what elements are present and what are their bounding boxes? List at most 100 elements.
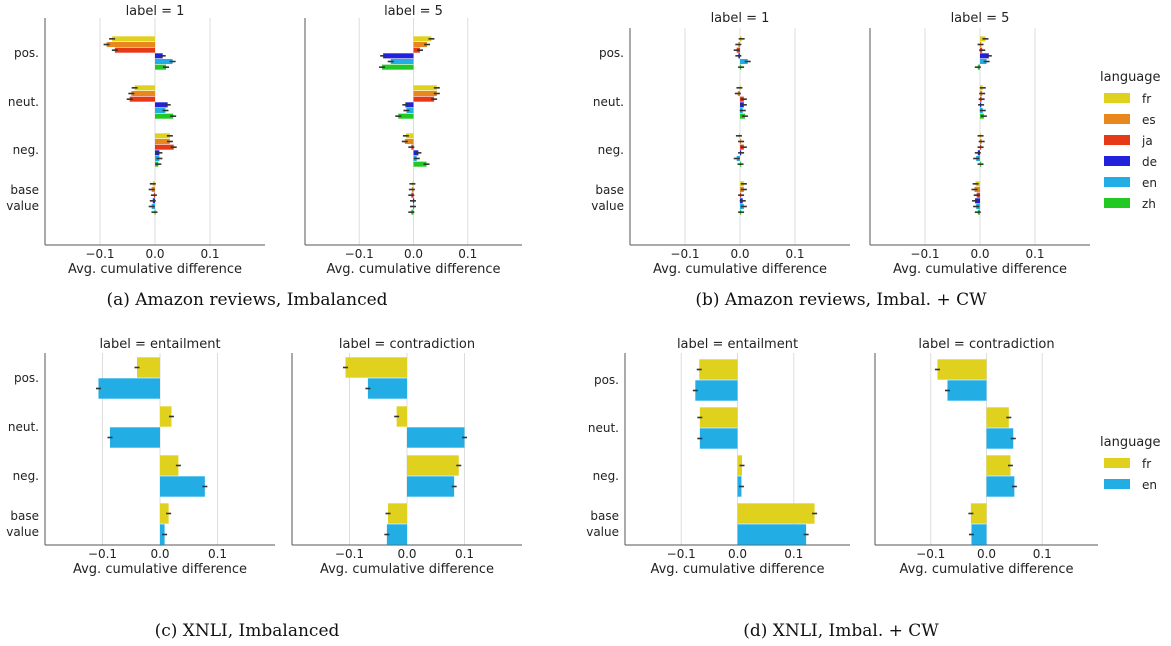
bar-en [390,58,414,65]
bar-fr [413,85,437,91]
category-label: value [6,199,39,213]
x-tick-label: 0.1 [785,247,804,261]
caption-b: (b) Amazon reviews, Imbal. + CW [695,290,987,310]
bar-zh [413,161,427,167]
bar-fr [155,133,170,139]
bar-zh [382,64,414,70]
bar-fr [986,455,1011,476]
x-tick-label: −0.1 [85,247,114,261]
bar-fr [737,503,815,524]
bar-fr [396,406,407,427]
bar-ja [413,96,435,102]
bar-es [131,90,155,97]
category-label: neut. [593,95,624,109]
category-label: neut. [588,421,619,435]
bar-de [383,53,414,59]
bar-en [737,524,807,545]
bar-es [155,138,170,145]
bar-es [404,138,414,145]
bar-fr [160,406,172,427]
category-label: pos. [599,46,624,60]
category-label: base [590,509,619,523]
legend-swatch-de [1104,156,1130,166]
caption-a: (a) Amazon reviews, Imbalanced [106,290,387,310]
x-tick-label: −0.1 [910,247,939,261]
bar-en [695,380,738,401]
bar-en [947,380,987,401]
legend-swatch-en [1104,479,1130,489]
panel-title: label = entailment [677,337,798,352]
bar-en [155,58,173,65]
bar-de [980,53,989,59]
panel-title: label = 1 [711,11,770,26]
legend-swatch-fr [1104,93,1130,103]
category-label: neg. [598,143,624,157]
bar-fr [413,36,432,42]
bar-fr [699,407,738,428]
x-tick-label: 0.1 [455,547,474,561]
legend-swatch-es [1104,114,1130,124]
x-tick-label: 0.0 [970,247,989,261]
bar-ja [155,144,174,150]
bar-fr [986,407,1009,428]
category-label: pos. [594,373,619,387]
bar-en [155,107,166,114]
legend-swatch-zh [1104,198,1130,208]
bar-zh [155,64,166,70]
legend-title: language [1100,70,1161,85]
bar-zh [398,113,414,119]
category-label: base [10,183,39,197]
bar-de [405,102,414,108]
bar-en [109,427,160,448]
bar-fr [345,357,407,378]
x-tick-label: 0.1 [208,547,227,561]
bar-es [106,41,155,48]
bar-fr [160,503,169,524]
x-tick-label: 0.0 [977,547,996,561]
x-axis-label: Avg. cumulative difference [899,562,1073,577]
category-label: pos. [14,46,39,60]
panel-title: label = contradiction [339,337,475,352]
x-axis-label: Avg. cumulative difference [653,262,827,277]
bar-en [971,524,987,545]
legend-label-zh: zh [1142,197,1156,211]
category-label: neut. [8,420,39,434]
panel-title: label = 5 [384,4,443,19]
bar-fr [137,357,160,378]
category-label: value [591,199,624,213]
x-tick-label: −0.1 [345,247,374,261]
bar-en [980,58,987,65]
legend-swatch-fr [1104,458,1130,468]
caption-c: (c) XNLI, Imbalanced [155,621,340,641]
category-label: base [10,509,39,523]
category-label: neut. [8,95,39,109]
bar-fr [699,359,738,380]
bar-fr [112,36,155,42]
bar-en [367,378,407,399]
bar-de [155,102,168,108]
x-axis-label: Avg. cumulative difference [320,562,494,577]
legend-languages-six: language fr es ja de en zh [1100,70,1161,211]
legend-label-ja: ja [1141,134,1153,148]
bar-en [160,476,205,497]
bar-en [740,58,748,65]
x-tick-label: 0.0 [397,547,416,561]
legend-label-en: en [1142,478,1157,492]
x-tick-label: 0.0 [728,547,747,561]
legend-label-fr: fr [1142,92,1151,106]
caption-d: (d) XNLI, Imbal. + CW [743,621,939,641]
bar-fr [937,359,987,380]
bar-ja [114,47,155,53]
x-tick-label: 0.0 [145,247,164,261]
legend-swatch-ja [1104,135,1130,145]
legend-title: language [1100,435,1161,450]
legend-label-fr: fr [1142,457,1151,471]
category-label: base [595,183,624,197]
